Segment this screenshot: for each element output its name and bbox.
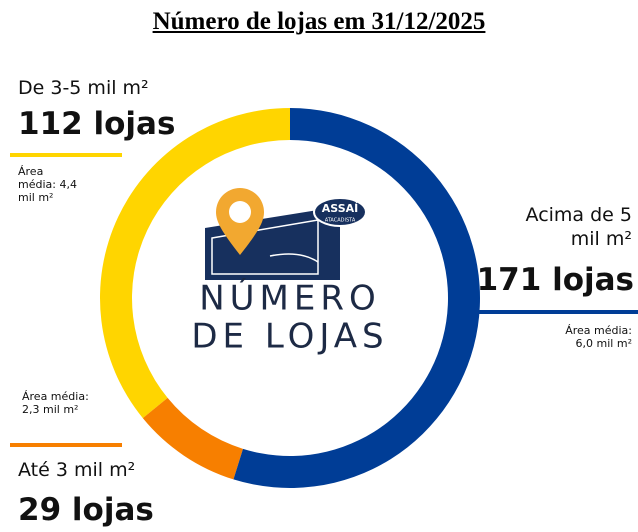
logo-text: ASSAÍ (322, 202, 358, 215)
leader-rule (10, 443, 122, 447)
leader-rule (458, 310, 638, 314)
value-label: 112 lojas (18, 106, 176, 142)
logo-curve (269, 253, 319, 263)
logo: ASSAÍ ATACADISTA (205, 188, 367, 280)
leader-rule (10, 153, 122, 157)
category-label: Acima de 5 mil m² (525, 204, 632, 250)
annotation: Área média: 4,4 mil m² (18, 165, 77, 204)
category-label: De 3-5 mil m² (18, 77, 149, 99)
category-label: Até 3 mil m² (18, 459, 136, 481)
logo-lines (211, 219, 319, 275)
donut-segment (99, 108, 290, 419)
center-label: NÚMERO (199, 278, 381, 319)
logo-subtext: ATACADISTA (325, 218, 356, 224)
chart-title: Número de lojas em 31/12/2025 (152, 8, 486, 35)
annotation: Área média: 6,0 mil m² (565, 324, 632, 350)
center-label: DE LOJAS (191, 317, 388, 357)
donut-segment (233, 108, 480, 488)
annotation: Área média: 2,3 mil m² (22, 390, 89, 416)
donut-segment (142, 397, 243, 480)
value-label: 171 lojas (476, 262, 634, 298)
value-label: 29 lojas (18, 492, 154, 528)
logo-badge (313, 197, 367, 227)
logo-pin-dot (229, 201, 251, 223)
